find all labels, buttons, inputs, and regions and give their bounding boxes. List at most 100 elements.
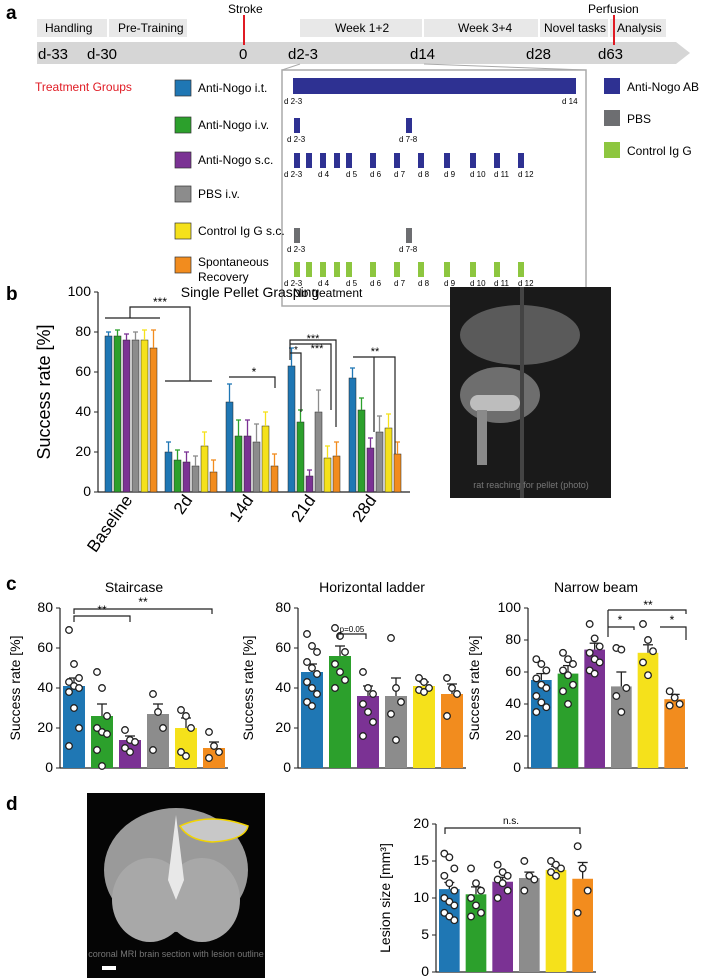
sc-injection-bar [394,153,400,168]
sig-bracket [608,609,687,614]
data-point [65,742,73,750]
data-point [387,710,395,718]
y-axis-label: Success rate [%] [240,635,256,740]
lesion-outline [178,818,249,843]
sig-label: p=0.05 [340,625,365,634]
data-point [98,762,106,770]
data-point [532,692,541,700]
data-point [93,746,101,754]
data-point [445,879,454,888]
data-point [590,669,599,678]
phase-week12 [300,19,422,37]
igg-injection-bar [334,262,340,277]
sc-injection-bar [418,153,424,168]
data-point [359,732,367,740]
panel-c-label: c [6,574,17,595]
phase-pretraining-label: Pre-Training [118,21,184,35]
panel-b-label: b [6,284,18,305]
bar [234,435,243,493]
bar [637,652,659,768]
y-tick-label: 0 [83,483,91,499]
data-point [595,658,604,667]
data-point [308,642,316,650]
igg-injection-bar [470,262,476,277]
data-point [303,698,311,706]
igg-injection-bar [494,262,500,277]
sc-injection-day-label: d 10 [470,170,486,179]
data-point [569,680,577,689]
data-point [453,690,461,698]
bar [122,339,131,493]
data-point [75,724,83,732]
bar [252,441,261,493]
data-point [182,712,190,720]
perfusion-label: Perfusion [588,2,639,16]
x-tick-label: 21d [287,491,319,525]
chart-lesion-size: 0 5 10 15 20 Lesion size [mm³] n.s. [377,815,596,979]
sig-label: * [252,365,257,379]
panel-a-label: a [6,3,17,24]
sc-injection-bar [494,153,500,168]
day-d-33: d-33 [38,46,68,63]
data-point [369,718,377,726]
group-swatch [174,185,192,203]
y-tick-label: 100 [68,283,92,299]
data-point [341,676,349,684]
igg-injection-day-label: d 12 [518,279,534,288]
sc-injection-bar [306,153,312,168]
mri-caption: coronal MRI brain section with lesion ou… [88,949,264,959]
data-point [530,875,539,884]
data-point [387,634,395,642]
bar [175,728,197,768]
bar [375,431,384,493]
data-point [205,754,213,762]
y-tick-label: 80 [505,631,521,647]
bar [182,461,191,493]
data-point [341,648,349,656]
phase-analysis [610,19,666,37]
bar [287,365,296,493]
data-point [569,660,577,668]
igg-injection-day-label: d 9 [444,279,456,288]
data-point [520,857,529,865]
data-point [149,746,157,754]
it-end-label: d 14 [562,97,578,106]
bar [191,465,200,493]
data-point [65,688,73,696]
bar [314,411,323,493]
data-point [65,626,73,634]
sc-injection-day-label: d 9 [444,170,456,179]
sig-label: ** [643,598,653,612]
data-point [93,668,101,676]
data-point [420,678,428,686]
sig-label: ** [371,346,380,358]
sc-injection-bar [294,153,300,168]
chart-title: Staircase [105,579,164,595]
data-point [308,664,316,672]
data-point [182,752,190,760]
sc-injection-bar [346,153,352,168]
data-point [215,748,223,756]
igg-injection-bar [294,262,300,277]
legend-label: PBS [627,112,651,126]
data-point [503,886,512,895]
group-swatch [174,116,192,134]
bar [200,445,209,493]
x-tick-label: Baseline [83,491,136,555]
bar [270,465,279,493]
bar [348,377,357,493]
data-point [313,690,321,698]
day-d28: d28 [526,46,551,63]
sig-bracket [73,615,131,622]
phase-week34 [424,19,538,37]
y-tick-label: 15 [413,852,429,868]
chart-title: Narrow beam [554,579,638,595]
data-point [564,700,572,708]
sig-label: n.s. [503,816,519,827]
bar [305,475,314,493]
y-tick-label: 0 [45,759,53,775]
data-point [420,688,428,696]
bar [413,686,435,768]
chart-pellet-grasping: 0 20 40 60 80 100 Success rate [%] Single Pelle… [34,283,410,556]
